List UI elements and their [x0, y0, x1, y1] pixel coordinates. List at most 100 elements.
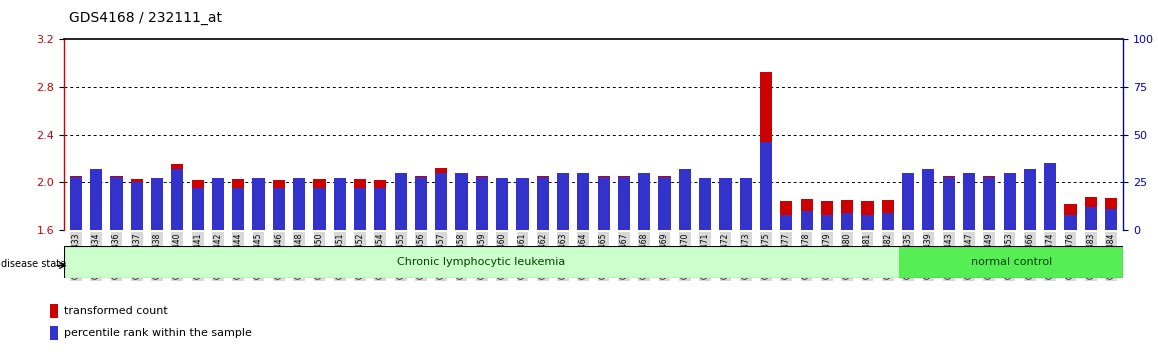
Bar [719, 177, 732, 230]
Text: normal control: normal control [970, 257, 1051, 267]
Bar [171, 164, 183, 230]
Bar [374, 180, 387, 230]
Bar [455, 174, 468, 230]
Bar [740, 177, 752, 230]
Bar [232, 188, 244, 230]
Bar [314, 179, 325, 230]
Bar [699, 178, 711, 230]
Bar [862, 201, 873, 230]
Bar [557, 173, 569, 230]
Bar [131, 182, 142, 230]
Bar [760, 72, 772, 230]
Bar [557, 175, 569, 230]
Bar [151, 177, 163, 230]
Bar [963, 173, 975, 230]
Bar [171, 169, 183, 230]
Bar [983, 177, 996, 230]
Bar [90, 175, 102, 230]
Bar [598, 176, 610, 230]
Bar [536, 176, 549, 230]
Bar [881, 213, 894, 230]
Bar [598, 177, 610, 230]
Bar [212, 177, 223, 230]
Bar [252, 178, 265, 230]
Bar [983, 176, 996, 230]
Bar [64, 246, 899, 278]
Text: percentile rank within the sample: percentile rank within the sample [64, 328, 251, 338]
Text: disease state: disease state [1, 259, 66, 269]
Text: Chronic lymphocytic leukemia: Chronic lymphocytic leukemia [397, 257, 565, 267]
Bar [881, 200, 894, 230]
Bar [780, 201, 792, 230]
Bar [131, 179, 142, 230]
Bar [963, 175, 975, 230]
Bar [1024, 169, 1036, 230]
Bar [1105, 209, 1117, 230]
Bar [50, 304, 58, 318]
Bar [191, 180, 204, 230]
Bar [90, 169, 102, 230]
Bar [232, 179, 244, 230]
Bar [922, 169, 935, 230]
Bar [151, 178, 163, 230]
Bar [1024, 173, 1036, 230]
Bar [679, 169, 691, 230]
Text: transformed count: transformed count [64, 306, 168, 316]
Bar [902, 173, 914, 230]
Bar [780, 215, 792, 230]
Bar [760, 142, 772, 230]
Bar [1064, 204, 1077, 230]
Bar [821, 201, 833, 230]
Bar [659, 177, 670, 230]
Bar [1004, 175, 1016, 230]
Bar [516, 177, 528, 230]
Bar [496, 178, 508, 230]
Bar [659, 176, 670, 230]
Bar [314, 188, 325, 230]
Text: GDS4168 / 232111_at: GDS4168 / 232111_at [69, 11, 222, 25]
Bar [902, 175, 914, 230]
Bar [212, 178, 223, 230]
Bar [638, 173, 651, 230]
Bar [293, 177, 306, 230]
Bar [273, 180, 285, 230]
Bar [395, 175, 406, 230]
Bar [1064, 215, 1077, 230]
Bar [69, 176, 82, 230]
Bar [800, 211, 813, 230]
Bar [699, 177, 711, 230]
Bar [334, 177, 346, 230]
Bar [740, 178, 752, 230]
Bar [679, 174, 691, 230]
Bar [354, 188, 366, 230]
Bar [496, 177, 508, 230]
Bar [943, 176, 955, 230]
Bar [415, 177, 427, 230]
Bar [273, 188, 285, 230]
Bar [110, 177, 123, 230]
Bar [922, 174, 935, 230]
Bar [1085, 197, 1097, 230]
Bar [293, 178, 306, 230]
Bar [435, 168, 447, 230]
Bar [1045, 163, 1056, 230]
Bar [455, 173, 468, 230]
Bar [334, 178, 346, 230]
Bar [1045, 170, 1056, 230]
Bar [252, 177, 265, 230]
Bar [476, 176, 488, 230]
Bar [415, 176, 427, 230]
Bar [800, 199, 813, 230]
Bar [395, 173, 406, 230]
Bar [638, 175, 651, 230]
Bar [577, 175, 589, 230]
Bar [899, 246, 1123, 278]
Bar [618, 177, 630, 230]
Bar [841, 213, 853, 230]
Bar [69, 177, 82, 230]
Bar [374, 188, 387, 230]
Bar [577, 173, 589, 230]
Bar [536, 177, 549, 230]
Bar [1004, 173, 1016, 230]
Bar [354, 179, 366, 230]
